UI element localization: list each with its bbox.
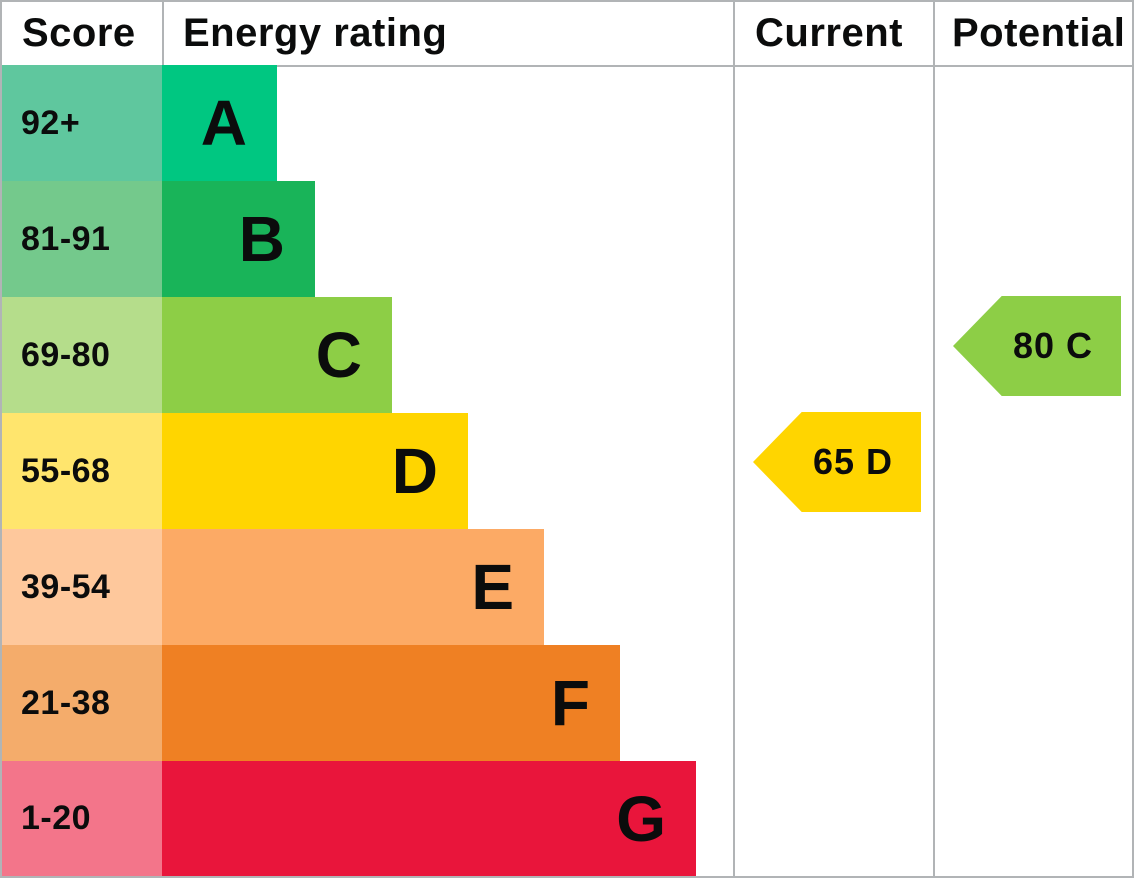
band-row-b: 81-91 B: [2, 181, 1132, 297]
band-b-bar: B: [162, 181, 315, 297]
divider-potential-column: [933, 2, 935, 876]
band-g-score-range: 1-20: [2, 761, 162, 876]
band-row-f: 21-38 F: [2, 645, 1132, 761]
band-e-letter: E: [471, 551, 514, 623]
band-f-letter: F: [550, 667, 590, 739]
divider-current-column: [733, 2, 735, 876]
header-score: Score: [22, 11, 136, 55]
band-c-letter: C: [315, 319, 362, 391]
divider-score-column: [162, 2, 164, 65]
band-a-bar: A: [162, 65, 277, 181]
current-rating-label: 65 D: [812, 441, 894, 482]
potential-rating-label: 80 C: [1012, 325, 1094, 366]
band-row-c: 69-80 C: [2, 297, 1132, 413]
band-a-letter: A: [200, 87, 247, 159]
band-d-letter: D: [391, 435, 438, 507]
band-row-a: 92+ A: [2, 65, 1132, 181]
band-d-bar: D: [162, 413, 468, 529]
band-g-bar: G: [162, 761, 696, 876]
band-f-score-range: 21-38: [2, 645, 162, 761]
band-b-score-range: 81-91: [2, 181, 162, 297]
header-energy-rating: Energy rating: [183, 11, 448, 55]
band-c-bar: C: [162, 297, 392, 413]
band-e-score-range: 39-54: [2, 529, 162, 645]
header-current: Current: [755, 11, 903, 55]
band-row-g: 1-20 G: [2, 761, 1132, 876]
band-d-score-range: 55-68: [2, 413, 162, 529]
band-f-bar: F: [162, 645, 620, 761]
band-e-bar: E: [162, 529, 544, 645]
band-row-d: 55-68 D: [2, 413, 1132, 529]
band-b-letter: B: [238, 203, 285, 275]
header-row: Score Energy rating Current Potential: [2, 2, 1132, 67]
band-a-score-range: 92+: [2, 65, 162, 181]
band-c-score-range: 69-80: [2, 297, 162, 413]
band-row-e: 39-54 E: [2, 529, 1132, 645]
header-potential: Potential: [952, 11, 1126, 55]
band-g-letter: G: [616, 782, 666, 855]
